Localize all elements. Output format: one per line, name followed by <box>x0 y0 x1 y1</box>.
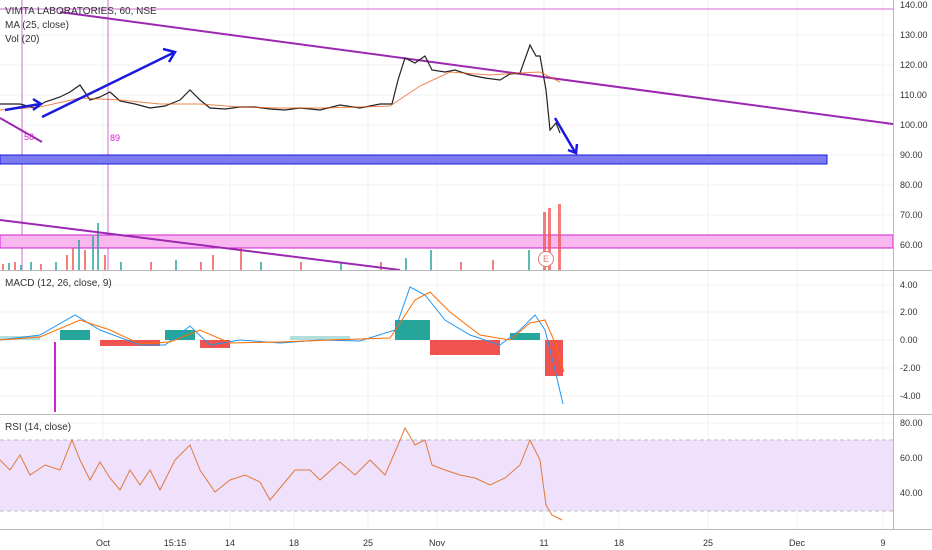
time-axis-border <box>0 529 932 530</box>
lower-trendline <box>0 219 401 271</box>
pane-separator[interactable] <box>0 414 932 415</box>
rsi-line <box>0 426 563 521</box>
earnings-icon[interactable]: E <box>538 251 554 267</box>
price-tick: 130.00 <box>900 30 928 40</box>
x-tick: 25 <box>702 538 714 548</box>
price-tick: 100.00 <box>900 120 928 130</box>
arrow-annotations <box>4 47 579 155</box>
rsi-tick: 40.00 <box>900 488 923 498</box>
macd-tick: 4.00 <box>900 280 918 290</box>
pane-separator[interactable] <box>0 270 932 271</box>
rsi-tick: 60.00 <box>900 453 923 463</box>
price-tick: 60.00 <box>900 240 923 250</box>
support-zone-blue <box>0 154 828 165</box>
x-tick: 25 <box>362 538 374 548</box>
signal-line <box>0 291 565 373</box>
left-short-trendline <box>0 117 43 143</box>
x-tick: 18 <box>288 538 300 548</box>
x-tick: 18 <box>613 538 625 548</box>
rsi-tick: 80.00 <box>900 418 923 428</box>
price-tick: 70.00 <box>900 210 923 220</box>
price-series <box>0 43 561 134</box>
price-tick: 120.00 <box>900 60 928 70</box>
price-tick: 90.00 <box>900 150 923 160</box>
macd-legend[interactable]: MACD (12, 26, close, 9) <box>5 278 112 289</box>
x-tick: Oct <box>95 538 111 548</box>
ma-legend[interactable]: MA (25, close) <box>5 20 69 31</box>
rsi-band <box>0 440 893 511</box>
x-tick: 9 <box>880 538 886 548</box>
macd-tick: 2.00 <box>900 307 918 317</box>
price-tick: 140.00 <box>900 0 928 10</box>
marker-label-left: 58 <box>24 132 35 142</box>
macd-tick: -4.00 <box>900 391 921 401</box>
x-tick: 11 <box>539 538 549 548</box>
chart-title: VIMTA LABORATORIES, 60, NSE <box>5 6 157 17</box>
x-tick: Nov <box>428 538 446 548</box>
x-tick: 15:15 <box>163 538 187 548</box>
marker-label-right: 89 <box>110 133 121 143</box>
rsi-legend[interactable]: RSI (14, close) <box>5 422 72 433</box>
main-downtrend-line <box>59 11 894 125</box>
volume-bars <box>2 204 561 270</box>
volume-legend[interactable]: Vol (20) <box>5 34 40 45</box>
macd-tick: -2.00 <box>900 363 921 373</box>
price-tick: 80.00 <box>900 180 923 190</box>
macd-line <box>0 286 564 405</box>
macd-tick: 0.00 <box>900 335 918 345</box>
x-tick: 14 <box>224 538 236 548</box>
ma-line <box>0 71 561 111</box>
price-axis-border <box>893 0 894 529</box>
x-tick: Dec <box>788 538 806 548</box>
price-tick: 110.00 <box>900 90 927 100</box>
